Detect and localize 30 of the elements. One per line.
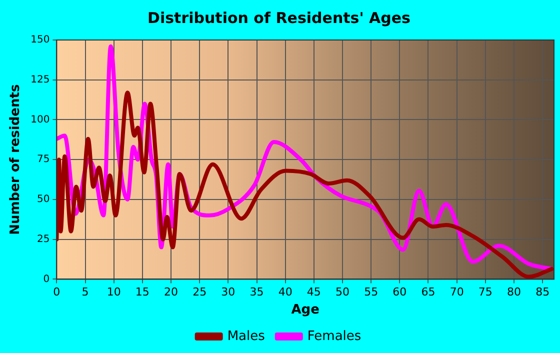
- x-tick-label: 15: [135, 286, 150, 299]
- x-tick-label: 35: [250, 286, 264, 299]
- x-tick-label: 80: [506, 286, 521, 299]
- x-tick-label: 85: [536, 286, 550, 299]
- x-tick-label: 20: [164, 286, 178, 299]
- x-tick-label: 75: [478, 286, 492, 299]
- chart-title: Distribution of Residents' Ages: [148, 8, 411, 27]
- legend-label: Males: [227, 328, 266, 344]
- x-tick-label: 55: [364, 286, 378, 299]
- x-tick-label: 45: [306, 286, 321, 299]
- x-tick-label: 10: [106, 286, 121, 299]
- x-tick-label: 65: [421, 286, 436, 299]
- x-tick-label: 25: [192, 286, 207, 299]
- x-tick-label: 40: [278, 286, 292, 299]
- legend-label: Females: [307, 328, 362, 344]
- y-tick-label: 100: [30, 114, 50, 126]
- x-tick-label: 5: [82, 286, 89, 299]
- y-tick-label: 125: [30, 74, 50, 86]
- x-tick-label: 60: [392, 286, 407, 299]
- y-tick-label: 75: [36, 154, 50, 166]
- x-tick-label: 70: [450, 286, 464, 299]
- y-axis-title: Number of residents: [8, 84, 24, 235]
- x-tick-label: 0: [53, 286, 60, 299]
- y-tick-label: 25: [36, 234, 50, 245]
- x-tick-label: 30: [221, 286, 236, 299]
- x-tick-label: 50: [336, 286, 350, 299]
- y-tick-label: 50: [36, 194, 50, 206]
- x-axis-title: Age: [291, 302, 320, 318]
- y-tick-label: 0: [43, 274, 50, 285]
- y-tick-label: 150: [30, 34, 50, 46]
